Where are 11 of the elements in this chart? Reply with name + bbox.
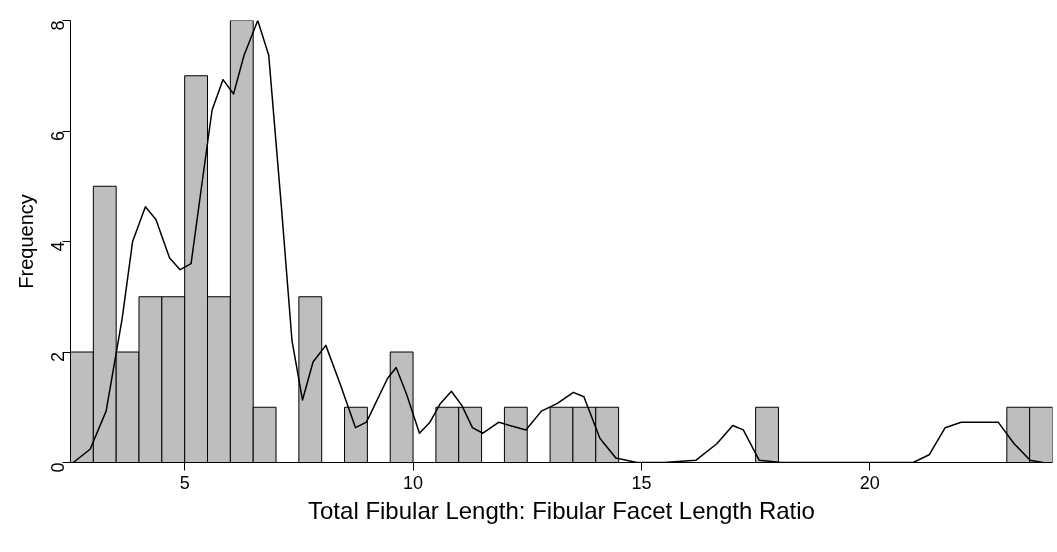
y-tick-label: 8: [48, 20, 68, 31]
x-tick-label: 5: [179, 472, 190, 493]
y-tick-label: 4: [48, 241, 68, 252]
x-tick-label: 20: [859, 472, 880, 493]
x-axis-title: Total Fibular Length: Fibular Facet Length Ratio: [308, 496, 815, 524]
x-tick-label: 10: [403, 472, 424, 493]
x-tick-label: 15: [631, 472, 652, 493]
y-tick-label: 2: [48, 352, 68, 363]
y-tick-label: 6: [48, 131, 68, 142]
y-axis-title: Frequency: [14, 194, 37, 289]
y-tick-label: 0: [48, 462, 68, 473]
